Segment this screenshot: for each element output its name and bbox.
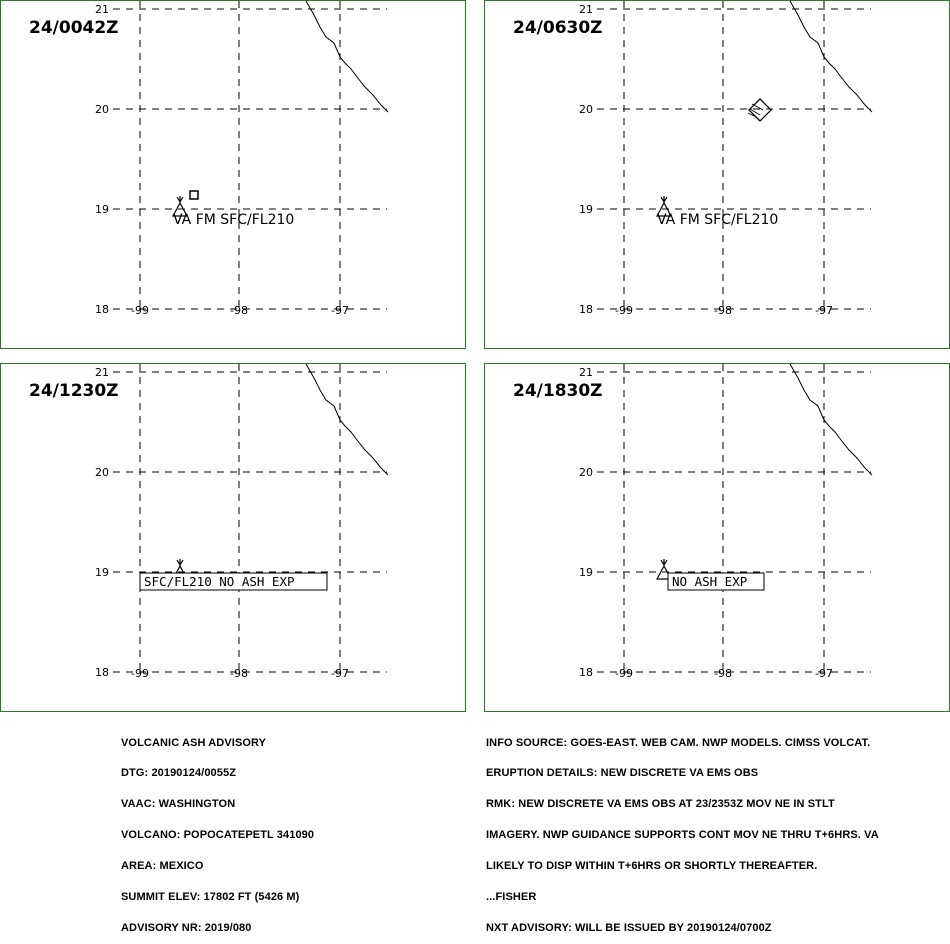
advisory-line: IMAGERY. NWP GUIDANCE SUPPORTS CONT MOV … (486, 829, 879, 842)
forecast-annotation: NO ASH EXP (672, 574, 747, 589)
map-panel-3: 24/1230Z 21 20 19 18 -99 -98 -97 SFC/FL210 NO A… (0, 363, 466, 712)
longitude-label: -98 (714, 667, 732, 680)
coastline (305, 0, 389, 113)
latitude-label: 18 (579, 666, 593, 679)
volcano-triangle-icon (655, 201, 673, 217)
latitude-label: 19 (95, 566, 109, 579)
longitude-label: -98 (230, 304, 248, 317)
latitude-label: 18 (95, 666, 109, 679)
forecast-annotation: VA FM SFC/FL210 (173, 212, 294, 228)
advisory-line: VOLCANIC ASH ADVISORY (121, 736, 267, 749)
advisory-line: DTG: 20190124/0055Z (121, 767, 237, 780)
map-svg: 21 20 19 18 -99 -98 -97 NO ASH EXP (579, 363, 873, 680)
advisory-line: ...FISHER (486, 891, 537, 904)
forecast-annotation: VA FM SFC/FL210 (657, 212, 778, 228)
advisory-line: LIKELY TO DISP WITHIN T+6HRS OR SHORTLY … (486, 860, 818, 873)
map-panel-1: 24/0042Z 21 20 19 18 -99 -98 -97 VA FM SFC/FL21… (0, 0, 466, 349)
panel-time-label: 24/0630Z (513, 18, 603, 38)
map-panel-4: 24/1830Z 21 20 19 18 -99 -98 -97 NO ASH EXP (484, 363, 950, 712)
longitude-label: -97 (331, 304, 349, 317)
longitude-label: -97 (815, 667, 833, 680)
advisory-line: RMK: NEW DISCRETE VA EMS OBS AT 23/2353Z… (486, 798, 835, 811)
forecast-annotation: SFC/FL210 NO ASH EXP (144, 574, 295, 589)
latitude-label: 21 (579, 3, 593, 16)
latitude-label: 19 (579, 566, 593, 579)
forecast-annotation-box (139, 572, 328, 591)
latitude-label: 20 (95, 466, 109, 479)
eruption-plume-icon (176, 196, 184, 204)
advisory-header-text: VOLCANIC ASH ADVISORY DTG: 20190124/0055… (121, 717, 314, 944)
latitude-label: 20 (95, 103, 109, 116)
eruption-plume-icon (660, 559, 668, 567)
ash-cloud-square (189, 190, 199, 200)
longitude-label: -97 (815, 304, 833, 317)
longitude-label: -99 (615, 667, 633, 680)
map-svg: 21 20 19 18 -99 -98 -97 VA FM SFC/FL210 (579, 0, 873, 317)
latitude-label: 20 (579, 466, 593, 479)
map-panel-2: 24/0630Z 21 20 19 18 -99 -98 -97 VA FM SFC/FL21… (484, 0, 950, 349)
eruption-plume-icon (660, 196, 668, 204)
coastline (305, 363, 389, 476)
advisory-remarks-text: INFO SOURCE: GOES-EAST. WEB CAM. NWP MOD… (486, 717, 879, 944)
advisory-line: VAAC: WASHINGTON (121, 798, 236, 811)
advisory-line: AREA: MEXICO (121, 860, 204, 873)
latitude-label: 18 (579, 303, 593, 316)
longitude-label: -98 (230, 667, 248, 680)
longitude-label: -99 (615, 304, 633, 317)
advisory-line: ADVISORY NR: 2019/080 (121, 921, 252, 934)
latitude-label: 21 (95, 3, 109, 16)
latitude-label: 18 (95, 303, 109, 316)
advisory-line: VOLCANO: POPOCATEPETL 341090 (121, 829, 315, 842)
longitude-label: -99 (131, 667, 149, 680)
latitude-label: 19 (579, 203, 593, 216)
panel-time-label: 24/1230Z (29, 381, 119, 401)
eruption-plume-icon (176, 559, 184, 567)
map-svg: 21 20 19 18 -99 -98 -97 VA FM SFC/FL210 (95, 0, 389, 317)
coastline (789, 0, 873, 113)
advisory-line: NXT ADVISORY: WILL BE ISSUED BY 20190124… (486, 921, 772, 934)
longitude-label: -99 (131, 304, 149, 317)
volcano-triangle-icon (171, 201, 189, 217)
advisory-line: ERUPTION DETAILS: NEW DISCRETE VA EMS OB… (486, 767, 759, 780)
advisory-line: INFO SOURCE: GOES-EAST. WEB CAM. NWP MOD… (486, 736, 871, 749)
coastline (789, 363, 873, 476)
latitude-label: 20 (579, 103, 593, 116)
latitude-label: 19 (95, 203, 109, 216)
latitude-label: 21 (95, 366, 109, 379)
forecast-annotation-box (667, 572, 765, 591)
map-svg: 21 20 19 18 -99 -98 -97 SFC/FL210 NO ASH EXP (95, 363, 389, 680)
panel-time-label: 24/0042Z (29, 18, 119, 38)
ash-cloud-diamond (748, 98, 772, 122)
latitude-label: 21 (579, 366, 593, 379)
panel-time-label: 24/1830Z (513, 381, 603, 401)
ash-cloud-hatch (747, 103, 764, 117)
advisory-line: SUMMIT ELEV: 17802 FT (5426 M) (121, 891, 300, 904)
longitude-label: -97 (331, 667, 349, 680)
longitude-label: -98 (714, 304, 732, 317)
